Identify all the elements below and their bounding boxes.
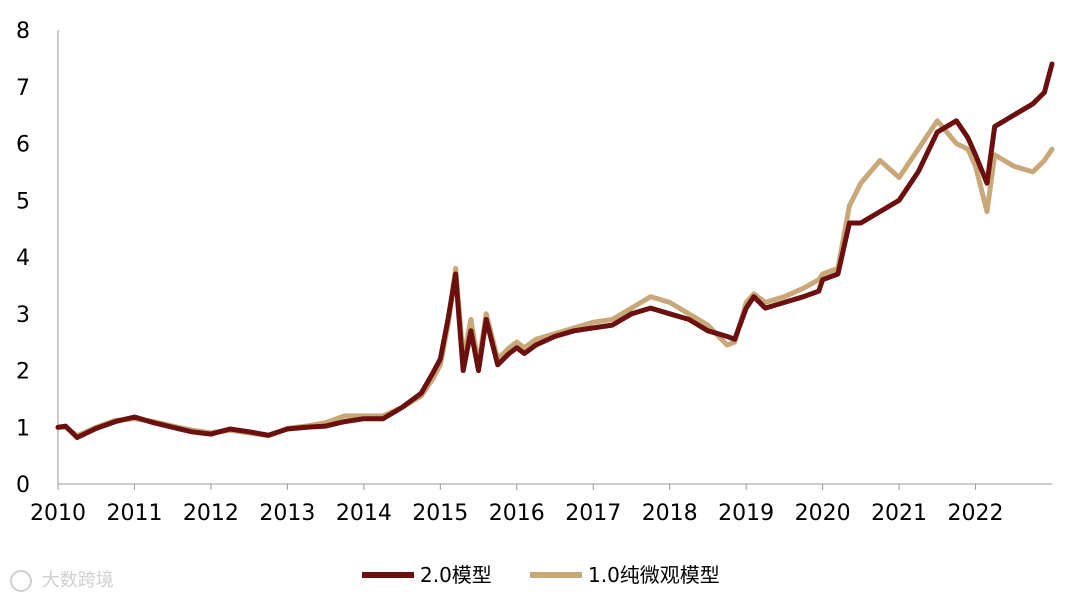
x-tick-label: 2021 [871,501,927,526]
y-tick-label: 4 [16,246,30,271]
x-tick-label: 2014 [336,501,392,526]
legend: 2.0模型 1.0纯微观模型 [362,563,720,587]
x-tick-label: 2017 [565,501,621,526]
y-tick-label: 3 [16,303,30,328]
series-line-model-1 [55,118,1055,439]
x-tick-label: 2010 [30,501,86,526]
watermark-logo-icon [10,570,32,592]
y-tick-label: 0 [16,473,30,498]
x-axis-ticks: 2010 2011 2012 2013 2014 2015 2016 2017 2018 2019… [30,484,1004,526]
watermark: 大数跨境 [10,566,114,592]
y-tick-label: 6 [16,133,30,158]
x-tick-label: 2022 [948,501,1004,526]
legend-label: 2.0模型 [420,563,492,587]
y-tick-label: 7 [16,76,30,101]
x-tick-label: 2012 [183,501,239,526]
y-axis-ticks: 0 1 2 3 4 5 6 7 8 [16,19,30,498]
legend-label: 1.0纯微观模型 [588,563,720,587]
series-line-model-2 [55,61,1055,440]
x-tick-label: 2019 [718,501,774,526]
y-tick-label: 5 [16,189,30,214]
x-tick-label: 2020 [795,501,851,526]
x-tick-label: 2011 [106,501,162,526]
y-tick-label: 1 [16,416,30,441]
x-tick-label: 2013 [259,501,315,526]
y-tick-label: 2 [16,360,30,385]
x-tick-label: 2018 [642,501,698,526]
watermark-text: 大数跨境 [41,570,114,591]
x-tick-label: 2016 [489,501,545,526]
axes [57,30,1052,485]
y-tick-label: 8 [16,19,30,44]
series-layer [55,61,1055,440]
x-tick-label: 2015 [412,501,468,526]
